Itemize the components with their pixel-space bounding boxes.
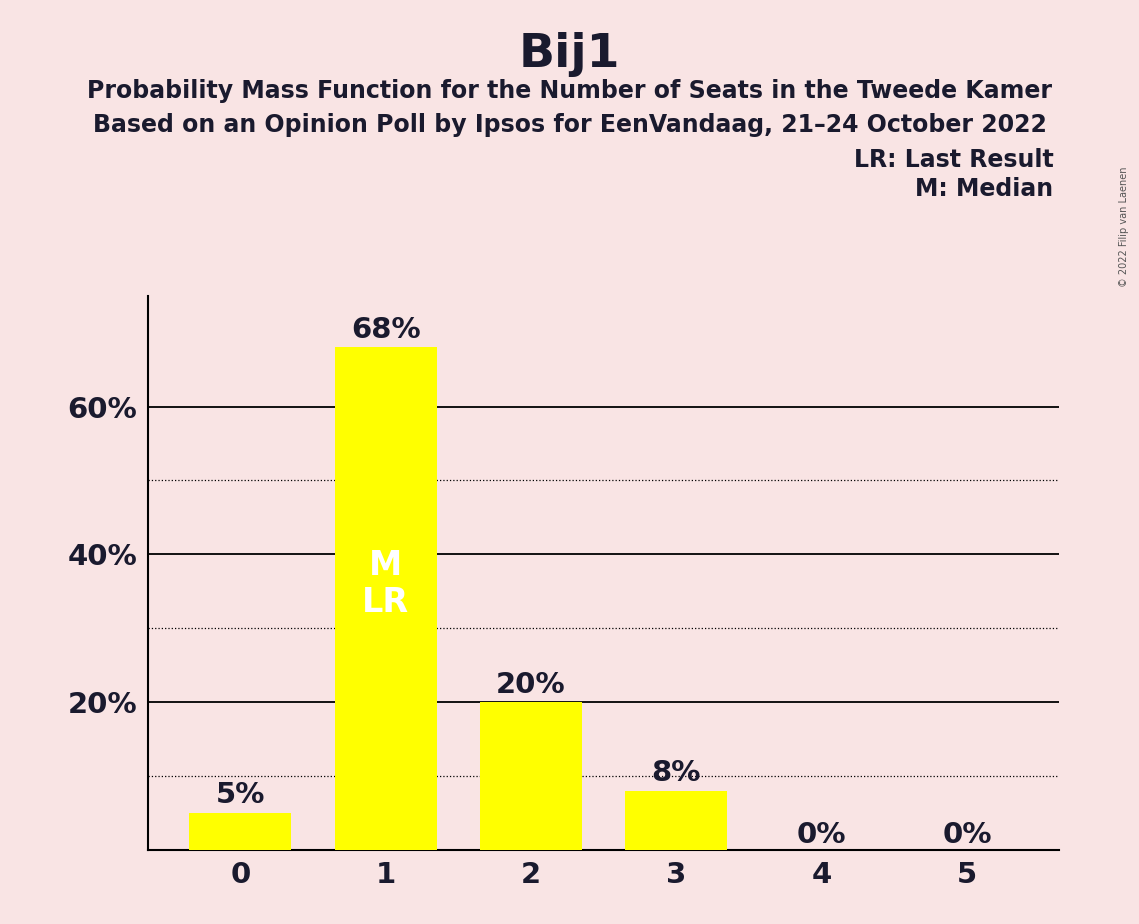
Text: M: M xyxy=(369,549,402,582)
Text: 5%: 5% xyxy=(215,782,265,809)
Text: 0%: 0% xyxy=(942,821,992,848)
Text: Bij1: Bij1 xyxy=(518,32,621,78)
Bar xyxy=(625,791,727,850)
Text: LR: LR xyxy=(362,586,409,619)
Bar xyxy=(189,813,292,850)
Text: LR: Last Result: LR: Last Result xyxy=(854,148,1054,172)
Bar xyxy=(481,702,582,850)
Text: Based on an Opinion Poll by Ipsos for EenVandaag, 21–24 October 2022: Based on an Opinion Poll by Ipsos for Ee… xyxy=(92,113,1047,137)
Text: Probability Mass Function for the Number of Seats in the Tweede Kamer: Probability Mass Function for the Number… xyxy=(87,79,1052,103)
Text: 0%: 0% xyxy=(797,821,846,848)
Text: M: Median: M: Median xyxy=(916,177,1054,201)
Text: 20%: 20% xyxy=(497,671,566,699)
Bar xyxy=(335,347,436,850)
Text: 8%: 8% xyxy=(652,760,700,787)
Text: 68%: 68% xyxy=(351,316,420,344)
Text: © 2022 Filip van Laenen: © 2022 Filip van Laenen xyxy=(1120,166,1129,286)
